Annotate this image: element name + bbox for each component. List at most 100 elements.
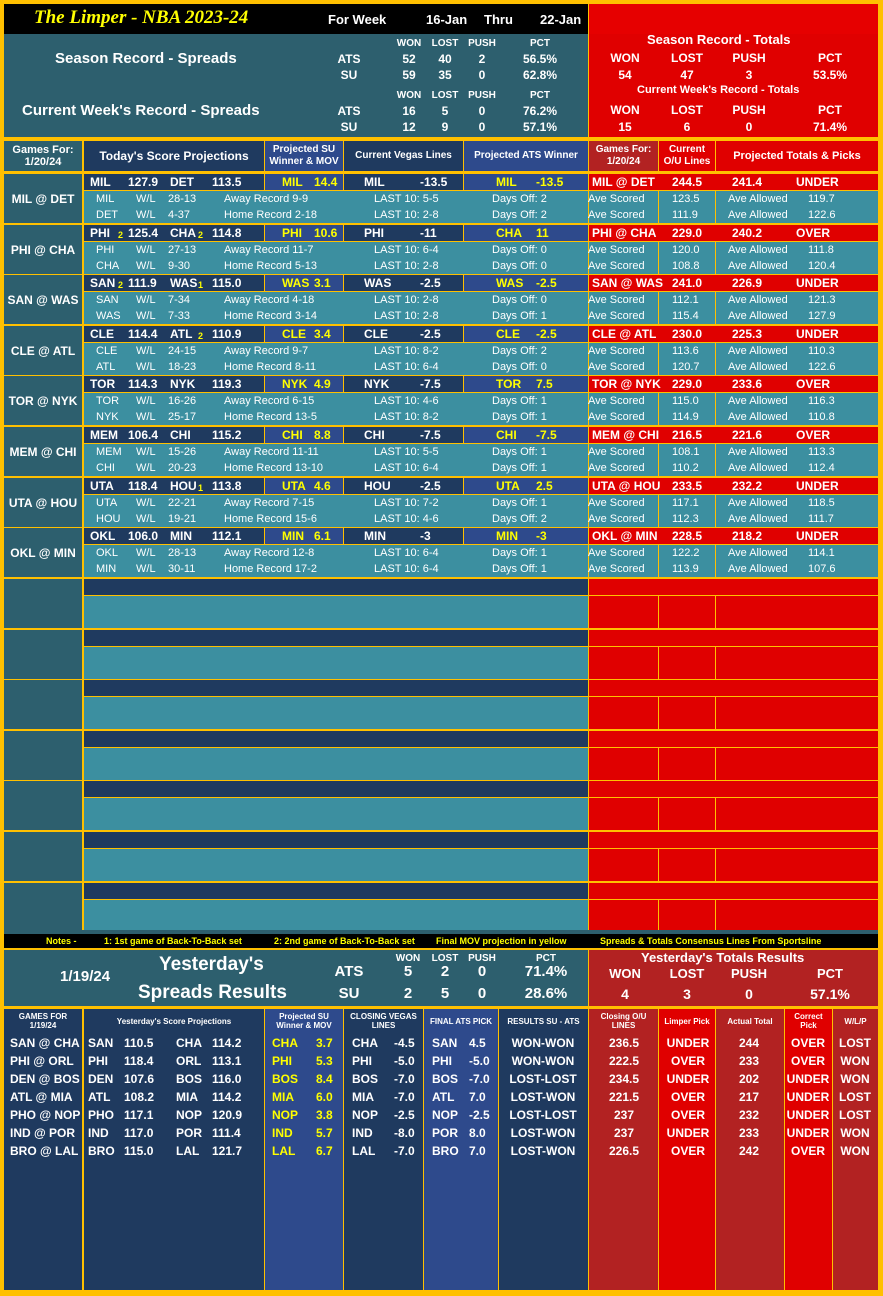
wl-label: W/L xyxy=(136,563,156,575)
ave-allowed-label: Ave Allowed xyxy=(728,244,788,256)
note-2: 2: 2nd game of Back-To-Back set xyxy=(274,936,415,946)
home-b2b-flag: 1 xyxy=(198,483,204,493)
totals-col-header: WON xyxy=(610,51,640,65)
ave-allowed-label: Ave Allowed xyxy=(728,513,788,525)
proj-total: 232.2 xyxy=(732,479,763,493)
y-actual-total-header: Actual Total xyxy=(727,1016,773,1026)
title-bar-right xyxy=(589,4,878,34)
game-main-row: MEM 106.4 CHI 115.2 CHI 8.8 CHI -7.5 CHI -7.5 MEM … xyxy=(84,427,878,443)
team-abbr: ATL xyxy=(96,361,116,373)
ave-scored-label: Ave Scored xyxy=(588,294,645,306)
y-ats-line: -7.0 xyxy=(469,1072,490,1086)
win-loss-record: 30-11 xyxy=(168,563,196,575)
proj-total: 218.2 xyxy=(732,529,763,543)
ave-scored: 117.1 xyxy=(672,497,699,509)
y-close-line: -4.5 xyxy=(394,1036,415,1050)
y-close-team: IND xyxy=(352,1126,373,1140)
team-detail-row: WAS W/L 7-33 Home Record 3-14 LAST 10: 2-8 Da… xyxy=(84,308,878,324)
win-loss-record: 27-13 xyxy=(168,244,197,256)
away-team: PHI xyxy=(90,226,111,240)
week-totals-col-header: WON xyxy=(610,103,640,117)
team-abbr: CLE xyxy=(96,345,118,357)
su-mov: 3.4 xyxy=(314,327,331,341)
ats-team: CHI xyxy=(496,428,517,442)
ave-allowed-label: Ave Allowed xyxy=(728,209,788,221)
y-close-team: LAL xyxy=(352,1144,376,1158)
last-10: LAST 10: 6-4 xyxy=(374,361,439,373)
team-detail-row: MEM W/L 15-26 Away Record 11-11 LAST 10: 5-5… xyxy=(84,444,878,460)
ats-line: 2.5 xyxy=(536,479,553,493)
y-su-team: MIA xyxy=(272,1090,294,1104)
wl-label: W/L xyxy=(136,244,156,256)
y-home: BOS xyxy=(176,1072,203,1086)
ave-scored: 115.0 xyxy=(672,395,699,407)
y-col-header: PUSH xyxy=(468,953,496,964)
row-label: ATS xyxy=(337,52,361,66)
ave-scored-label: Ave Scored xyxy=(588,244,645,256)
win-loss-record: 7-33 xyxy=(168,310,191,322)
col-header: PCT xyxy=(530,38,550,49)
games-for-right-date: 1/20/24 xyxy=(606,156,641,167)
last-10: LAST 10: 5-5 xyxy=(374,193,439,205)
yesterday-date: 1/19/24 xyxy=(60,968,111,985)
win-loss-record: 9-30 xyxy=(168,260,191,272)
last-10: LAST 10: 2-8 xyxy=(374,294,439,306)
vegas-line: -7.5 xyxy=(420,377,441,391)
y-wlp: WON xyxy=(840,1126,870,1140)
matchup-cell: CLE @ ATL xyxy=(4,326,82,375)
last-10: LAST 10: 6-4 xyxy=(374,462,439,474)
matchup-label: CLE @ ATL xyxy=(10,343,76,358)
col-header: WON xyxy=(396,90,422,101)
y-ou: 236.5 xyxy=(608,1036,640,1050)
ats-team: TOR xyxy=(496,377,522,391)
game-main-row: CLE 114.4 ATL 2 110.9 CLE 3.4 CLE -2.5 CLE -2.5 CLE… xyxy=(84,326,878,342)
ave-scored: 123.5 xyxy=(672,193,700,205)
col-header: PUSH xyxy=(468,38,496,49)
games-for-right-label: Games For: xyxy=(595,144,652,155)
y-totals-col: PCT xyxy=(817,966,843,981)
home-away-record: Away Record 4-18 xyxy=(224,294,315,306)
days-off: Days Off: 1 xyxy=(492,547,547,559)
team-abbr: CHA xyxy=(96,260,120,272)
proj-total: 241.4 xyxy=(732,175,763,189)
week-totals-value: 0 xyxy=(745,120,753,134)
ave-scored-label: Ave Scored xyxy=(588,513,645,525)
away-score: 111.9 xyxy=(128,276,157,290)
last-10: LAST 10: 6-4 xyxy=(374,563,439,575)
y-pick: OVER xyxy=(670,1054,706,1068)
ou-line: 233.5 xyxy=(672,479,703,493)
team-detail-row: CHA W/L 9-30 Home Record 5-13 LAST 10: 2-8 Da… xyxy=(84,258,878,274)
team-detail-row: TOR W/L 16-26 Away Record 6-15 LAST 10: 4-6 D… xyxy=(84,393,878,409)
ou-line: 229.0 xyxy=(672,377,703,391)
y-actual: 233 xyxy=(738,1126,760,1140)
game-main-row: MIL 127.9 DET 113.5 MIL 14.4 MIL -13.5 MIL -13.5 M… xyxy=(84,174,878,190)
y-ats-line: 4.5 xyxy=(469,1036,486,1050)
y-result: WON-WON xyxy=(511,1036,575,1050)
ave-scored: 114.9 xyxy=(672,411,699,423)
ave-scored-label: Ave Scored xyxy=(588,446,645,458)
y-ou: 222.5 xyxy=(608,1054,640,1068)
ats-winner-header: Projected ATS Winner xyxy=(464,141,588,171)
ats-line: -7.5 xyxy=(536,428,557,442)
away-score: 106.4 xyxy=(128,428,159,442)
home-away-record: Home Record 17-2 xyxy=(224,563,317,575)
ave-allowed-label: Ave Allowed xyxy=(728,411,788,423)
home-b2b-flag: 1 xyxy=(198,280,204,290)
row-label: SU xyxy=(340,68,358,82)
y-result-row: PHO @ NOP PHO 117.1 NOP 120.9 NOP 3.8 NOP -2.5 NO… xyxy=(0,1107,883,1123)
y-ats-team: SAN xyxy=(432,1036,458,1050)
y-score-proj-header: Yesterday's Score Projections xyxy=(116,1016,232,1026)
y-pick: UNDER xyxy=(666,1036,710,1050)
record-value: 2 xyxy=(478,52,486,66)
team-abbr: CHI xyxy=(96,462,115,474)
win-loss-record: 15-26 xyxy=(168,446,197,458)
home-away-record: Away Record 6-15 xyxy=(224,395,315,407)
team-detail-row: MIN W/L 30-11 Home Record 17-2 LAST 10: 6-4 D… xyxy=(84,561,878,577)
y-matchup: BRO @ LAL xyxy=(10,1144,79,1158)
y-wlp: WON xyxy=(840,1144,870,1158)
y-su-mov: 3.7 xyxy=(316,1036,333,1050)
y-close-team: NOP xyxy=(352,1108,379,1122)
y-matchup: DEN @ BOS xyxy=(10,1072,80,1086)
y-col-header: LOST xyxy=(431,953,459,964)
notes-label: Notes - xyxy=(46,936,77,946)
